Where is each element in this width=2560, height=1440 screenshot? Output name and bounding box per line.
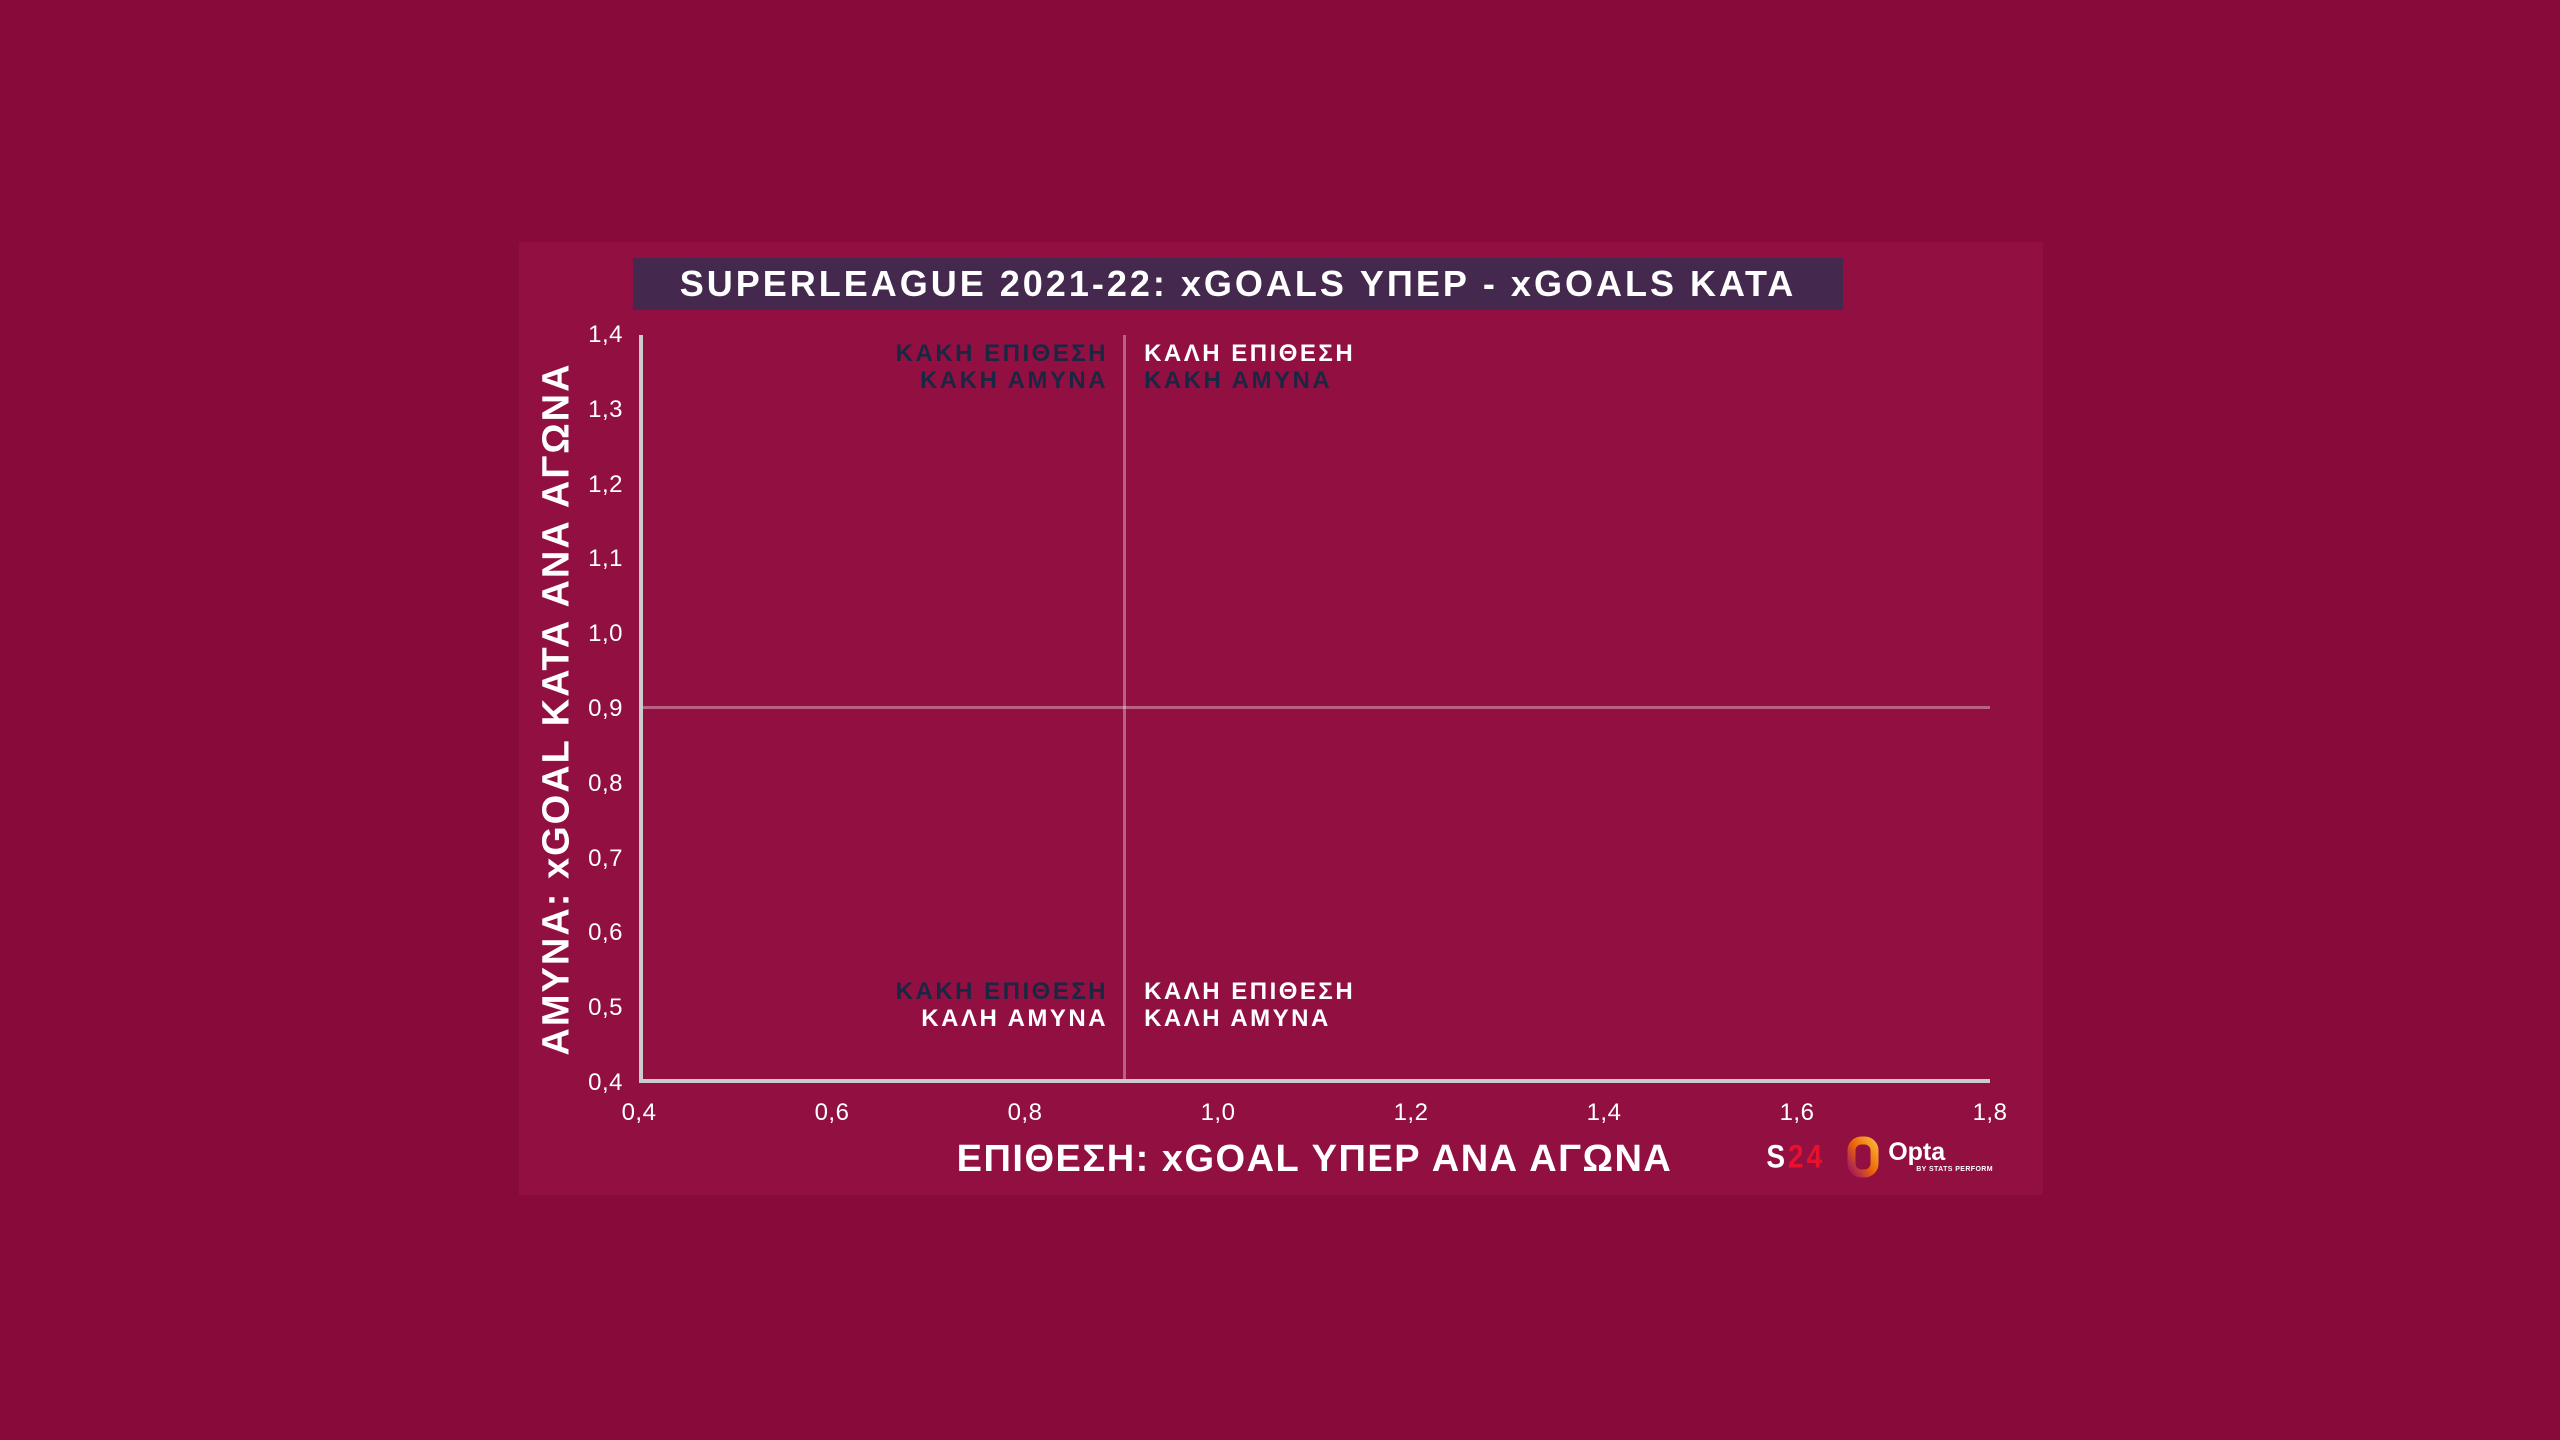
y-tick-label: 0,8 (588, 769, 623, 797)
y-tick-label: 0,7 (588, 844, 623, 872)
quadrant-label-top-right: ΚΑΛΗ ΕΠΙΘΕΣΗ ΚΑΚΗ ΑΜΥΝΑ (1144, 340, 1356, 395)
y-tick-label: 0,5 (588, 994, 623, 1022)
x-tick-label: 1,6 (1779, 1099, 1815, 1126)
s24-logo-s: S (1766, 1138, 1789, 1175)
x-axis-tick-labels: 0,4 0,6 0,8 1,0 1,2 1,4 1,6 1,8 (622, 1099, 2007, 1133)
opta-subtext: BY STATS PERFORM (1916, 1165, 1993, 1173)
opta-wordmark-block: Opta BY STATS PERFORM (1888, 1138, 1993, 1173)
y-tick-label: 0,6 (588, 919, 623, 947)
x-tick-label: 1,2 (1393, 1099, 1429, 1126)
quadrant-label-bottom-right: ΚΑΛΗ ΕΠΙΘΕΣΗ ΚΑΛΗ ΑΜΥΝΑ (1144, 977, 1356, 1032)
opta-logo: Opta BY STATS PERFORM (1847, 1136, 1993, 1178)
quadrant-line: ΚΑΚΗ ΕΠΙΘΕΣΗ (895, 340, 1109, 367)
footer-logos: S24 Opta BY STATS PERFORM (1766, 1130, 1993, 1184)
y-tick-label: 1,2 (588, 470, 623, 498)
opta-wordmark: Opta (1888, 1138, 1946, 1167)
quadrant-line: ΚΑΚΗ ΑΜΥΝΑ (919, 367, 1109, 395)
quadrant-label-top-left: ΚΑΚΗ ΕΠΙΘΕΣΗ ΚΑΚΗ ΑΜΥΝΑ (895, 340, 1109, 395)
s24-logo: S24 (1766, 1139, 1825, 1176)
y-tick-label: 0,4 (588, 1069, 623, 1096)
quadrant-line: ΚΑΛΗ ΕΠΙΘΕΣΗ (1144, 340, 1356, 367)
plot-area: ΚΑΚΗ ΕΠΙΘΕΣΗ ΚΑΚΗ ΑΜΥΝΑ ΚΑΛΗ ΕΠΙΘΕΣΗ ΚΑΚ… (639, 335, 1990, 1083)
quadrant-line: ΚΑΛΗ ΑΜΥΝΑ (1144, 1004, 1331, 1032)
x-tick-label: 1,4 (1586, 1099, 1622, 1126)
y-tick-label: 0,9 (588, 695, 623, 722)
x-tick-label: 0,8 (1007, 1099, 1043, 1126)
quadrant-label-bottom-left: ΚΑΚΗ ΕΠΙΘΕΣΗ ΚΑΛΗ ΑΜΥΝΑ (895, 977, 1109, 1032)
x-tick-label: 0,4 (621, 1099, 657, 1126)
s24-logo-24: 24 (1788, 1138, 1826, 1175)
x-tick-label: 1,0 (1200, 1099, 1236, 1126)
chart-title-bar: SUPERLEAGUE 2021-22: xGOALS ΥΠΕΡ - xGOAL… (633, 258, 1843, 310)
y-tick-label: 1,4 (588, 321, 623, 348)
quadrant-line: ΚΑΛΗ ΑΜΥΝΑ (921, 1004, 1109, 1032)
y-tick-label: 1,3 (588, 395, 623, 423)
quadrant-line: ΚΑΛΗ ΕΠΙΘΕΣΗ (1144, 977, 1356, 1005)
y-axis-tick-labels: 0,4 0,5 0,6 0,7 0,8 0,9 1,0 1,1 1,2 1,3 1,4 (519, 321, 623, 1096)
horizontal-reference-line (643, 706, 1990, 709)
quadrant-line: ΚΑΚΗ ΕΠΙΘΕΣΗ (895, 977, 1109, 1005)
quadrant-line: ΚΑΚΗ ΑΜΥΝΑ (1144, 367, 1333, 395)
y-tick-label: 1,1 (588, 545, 623, 573)
opta-ring-icon (1847, 1136, 1879, 1178)
x-tick-label: 1,8 (1972, 1099, 2008, 1126)
vertical-reference-line (1123, 335, 1127, 1079)
chart-card: SUPERLEAGUE 2021-22: xGOALS ΥΠΕΡ - xGOAL… (519, 242, 2043, 1195)
x-axis-title: ΕΠΙΘΕΣΗ: xGOAL ΥΠΕΡ ΑΝΑ ΑΓΩΝΑ (956, 1138, 1673, 1180)
chart-title: SUPERLEAGUE 2021-22: xGOALS ΥΠΕΡ - xGOAL… (679, 263, 1797, 304)
x-tick-label: 0,6 (814, 1099, 850, 1126)
y-tick-label: 1,0 (588, 620, 623, 648)
